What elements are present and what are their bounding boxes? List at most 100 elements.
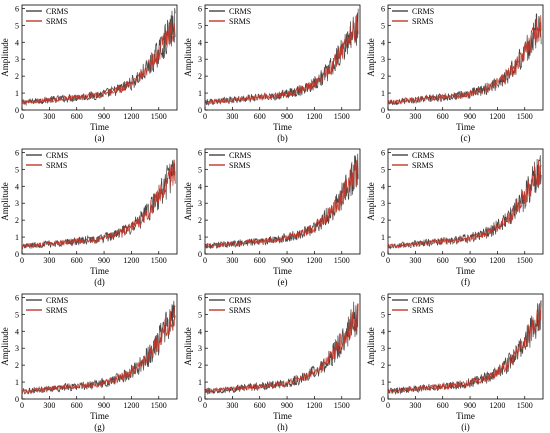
x-axis-label: Time [273, 266, 292, 276]
y-tick-label: 2 [381, 216, 385, 225]
x-tick-label: 0 [20, 256, 24, 265]
legend-label: CRMS [229, 151, 251, 160]
legend-label: CRMS [46, 296, 68, 305]
x-axis-label: Time [273, 122, 292, 132]
y-tick-label: 6 [381, 4, 385, 13]
chart-svg: 0 1 2 3 4 5 6 0 300 600 900 1200 1500 Time Amplitude (c… [366, 4, 544, 143]
x-tick-label: 900 [464, 112, 476, 121]
plot-frame [387, 148, 544, 255]
chart-svg: 0 1 2 3 4 5 6 0 300 600 900 1200 1500 Time Amplitude (g… [0, 293, 178, 432]
x-tick-label: 900 [281, 256, 293, 265]
y-tick-label: 4 [198, 182, 202, 191]
chart-svg: 0 1 2 3 4 5 6 0 300 600 900 1200 1500 Time Amplitude (e… [183, 148, 361, 287]
y-tick-label: 6 [198, 293, 202, 302]
x-axis-label: Time [90, 411, 109, 421]
chart-panel: 0 1 2 3 4 5 6 0 300 600 900 1200 1500 Time Amplitude (b… [183, 0, 366, 144]
series-line-srms [388, 300, 542, 394]
y-tick-label: 4 [381, 182, 385, 191]
panel-label: (a) [95, 133, 105, 143]
x-tick-label: 600 [71, 112, 83, 121]
y-tick-label: 0 [198, 250, 202, 259]
legend-label: CRMS [229, 7, 251, 16]
x-tick-label: 1200 [306, 401, 322, 410]
y-tick-label: 4 [15, 38, 19, 47]
series-line-crms [22, 300, 176, 395]
y-tick-label: 2 [15, 216, 19, 225]
panel-label: (d) [94, 277, 105, 287]
x-tick-label: 600 [254, 256, 266, 265]
panel-label: (b) [277, 133, 288, 143]
panel-label: (h) [277, 422, 288, 432]
y-tick-label: 1 [198, 89, 202, 98]
x-tick-label: 1500 [151, 401, 167, 410]
x-tick-label: 900 [281, 401, 293, 410]
chart-panel: 0 1 2 3 4 5 6 0 300 600 900 1200 1500 Time Amplitude (g… [0, 289, 183, 433]
y-tick-label: 4 [198, 327, 202, 336]
plot-frame [21, 4, 178, 111]
series-line-crms [205, 301, 359, 395]
series-line-crms [22, 159, 176, 250]
y-axis-label: Amplitude [183, 38, 193, 77]
x-tick-label: 900 [98, 256, 110, 265]
y-axis-label: Amplitude [366, 38, 376, 77]
chart-panel: 0 1 2 3 4 5 6 0 300 600 900 1200 1500 Time Amplitude (c… [366, 0, 549, 144]
x-tick-label: 600 [437, 401, 449, 410]
y-tick-label: 0 [381, 395, 385, 404]
legend-label: SRMS [46, 17, 67, 26]
x-tick-label: 0 [386, 401, 390, 410]
y-tick-label: 2 [381, 72, 385, 81]
x-tick-label: 1500 [334, 112, 350, 121]
x-tick-label: 1200 [489, 112, 505, 121]
y-axis-label: Amplitude [183, 327, 193, 366]
y-tick-label: 0 [381, 250, 385, 259]
y-tick-label: 6 [15, 148, 19, 157]
x-tick-label: 1200 [123, 112, 139, 121]
y-tick-label: 3 [15, 55, 19, 64]
x-tick-label: 300 [43, 256, 55, 265]
y-tick-label: 5 [198, 165, 202, 174]
legend-label: SRMS [229, 17, 250, 26]
x-tick-label: 1500 [334, 256, 350, 265]
y-tick-label: 4 [381, 327, 385, 336]
x-tick-label: 600 [437, 256, 449, 265]
plot-frame [204, 293, 361, 400]
chart-panel: 0 1 2 3 4 5 6 0 300 600 900 1200 1500 Time Amplitude (h… [183, 289, 366, 433]
series-line-srms [22, 159, 176, 249]
y-tick-label: 1 [381, 378, 385, 387]
y-tick-label: 3 [198, 55, 202, 64]
x-tick-label: 1200 [489, 401, 505, 410]
x-tick-label: 900 [464, 256, 476, 265]
panel-label: (f) [461, 277, 470, 287]
y-axis-label: Amplitude [0, 182, 10, 221]
y-tick-label: 6 [198, 4, 202, 13]
x-tick-label: 1500 [517, 256, 533, 265]
x-tick-label: 900 [464, 401, 476, 410]
y-tick-label: 6 [15, 4, 19, 13]
y-tick-label: 5 [381, 21, 385, 30]
series-line-crms [22, 7, 176, 107]
y-tick-label: 0 [198, 395, 202, 404]
panel-label: (c) [461, 133, 471, 143]
y-tick-label: 2 [198, 216, 202, 225]
x-tick-label: 0 [20, 401, 24, 410]
plot-frame [21, 293, 178, 400]
y-tick-label: 6 [15, 293, 19, 302]
series-line-srms [22, 19, 176, 106]
x-tick-label: 300 [226, 401, 238, 410]
y-tick-label: 0 [15, 106, 19, 115]
series-line-crms [388, 300, 542, 396]
y-tick-label: 1 [15, 378, 19, 387]
x-tick-label: 300 [226, 112, 238, 121]
chart-svg: 0 1 2 3 4 5 6 0 300 600 900 1200 1500 Time Amplitude (a… [0, 4, 178, 143]
x-tick-label: 1200 [489, 256, 505, 265]
legend-label: CRMS [412, 151, 434, 160]
panel-label: (e) [278, 277, 288, 287]
y-tick-label: 4 [198, 38, 202, 47]
x-tick-label: 0 [20, 112, 24, 121]
y-tick-label: 5 [198, 310, 202, 319]
y-tick-label: 1 [198, 233, 202, 242]
y-tick-label: 0 [15, 250, 19, 259]
y-tick-label: 3 [198, 344, 202, 353]
y-tick-label: 6 [381, 148, 385, 157]
chart-panel: 0 1 2 3 4 5 6 0 300 600 900 1200 1500 Time Amplitude (d… [0, 144, 183, 288]
